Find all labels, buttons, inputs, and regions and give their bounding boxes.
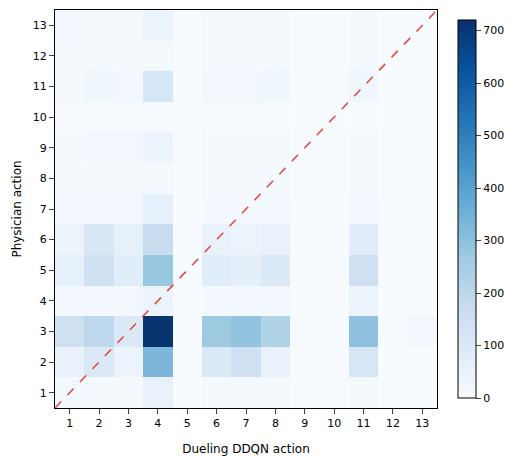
svg-text:600: 600 — [483, 77, 504, 90]
svg-text:200: 200 — [483, 287, 504, 300]
svg-text:2: 2 — [96, 417, 103, 430]
svg-text:11: 11 — [357, 417, 371, 430]
svg-text:7: 7 — [243, 417, 250, 430]
svg-text:10: 10 — [33, 111, 47, 124]
svg-text:1: 1 — [40, 387, 47, 400]
svg-text:3: 3 — [125, 417, 132, 430]
svg-text:10: 10 — [327, 417, 341, 430]
svg-text:6: 6 — [40, 233, 47, 246]
svg-text:8: 8 — [40, 172, 47, 185]
svg-text:12: 12 — [33, 50, 47, 63]
svg-text:9: 9 — [40, 142, 47, 155]
svg-text:6: 6 — [213, 417, 220, 430]
svg-text:0: 0 — [483, 392, 490, 405]
svg-text:3: 3 — [40, 325, 47, 338]
svg-text:5: 5 — [40, 264, 47, 277]
svg-text:2: 2 — [40, 356, 47, 369]
svg-text:13: 13 — [33, 19, 47, 32]
svg-text:11: 11 — [33, 80, 47, 93]
svg-text:4: 4 — [154, 417, 161, 430]
svg-text:1: 1 — [66, 417, 73, 430]
svg-text:9: 9 — [301, 417, 308, 430]
svg-text:100: 100 — [483, 339, 504, 352]
svg-text:5: 5 — [184, 417, 191, 430]
svg-text:Physician action: Physician action — [10, 160, 24, 257]
svg-text:8: 8 — [272, 417, 279, 430]
svg-text:700: 700 — [483, 24, 504, 37]
svg-text:12: 12 — [386, 417, 400, 430]
svg-text:Dueling DDQN action: Dueling DDQN action — [182, 442, 310, 456]
svg-text:4: 4 — [40, 295, 47, 308]
svg-text:400: 400 — [483, 182, 504, 195]
svg-text:7: 7 — [40, 203, 47, 216]
svg-text:13: 13 — [415, 417, 429, 430]
svg-text:300: 300 — [483, 234, 504, 247]
svg-text:500: 500 — [483, 129, 504, 142]
